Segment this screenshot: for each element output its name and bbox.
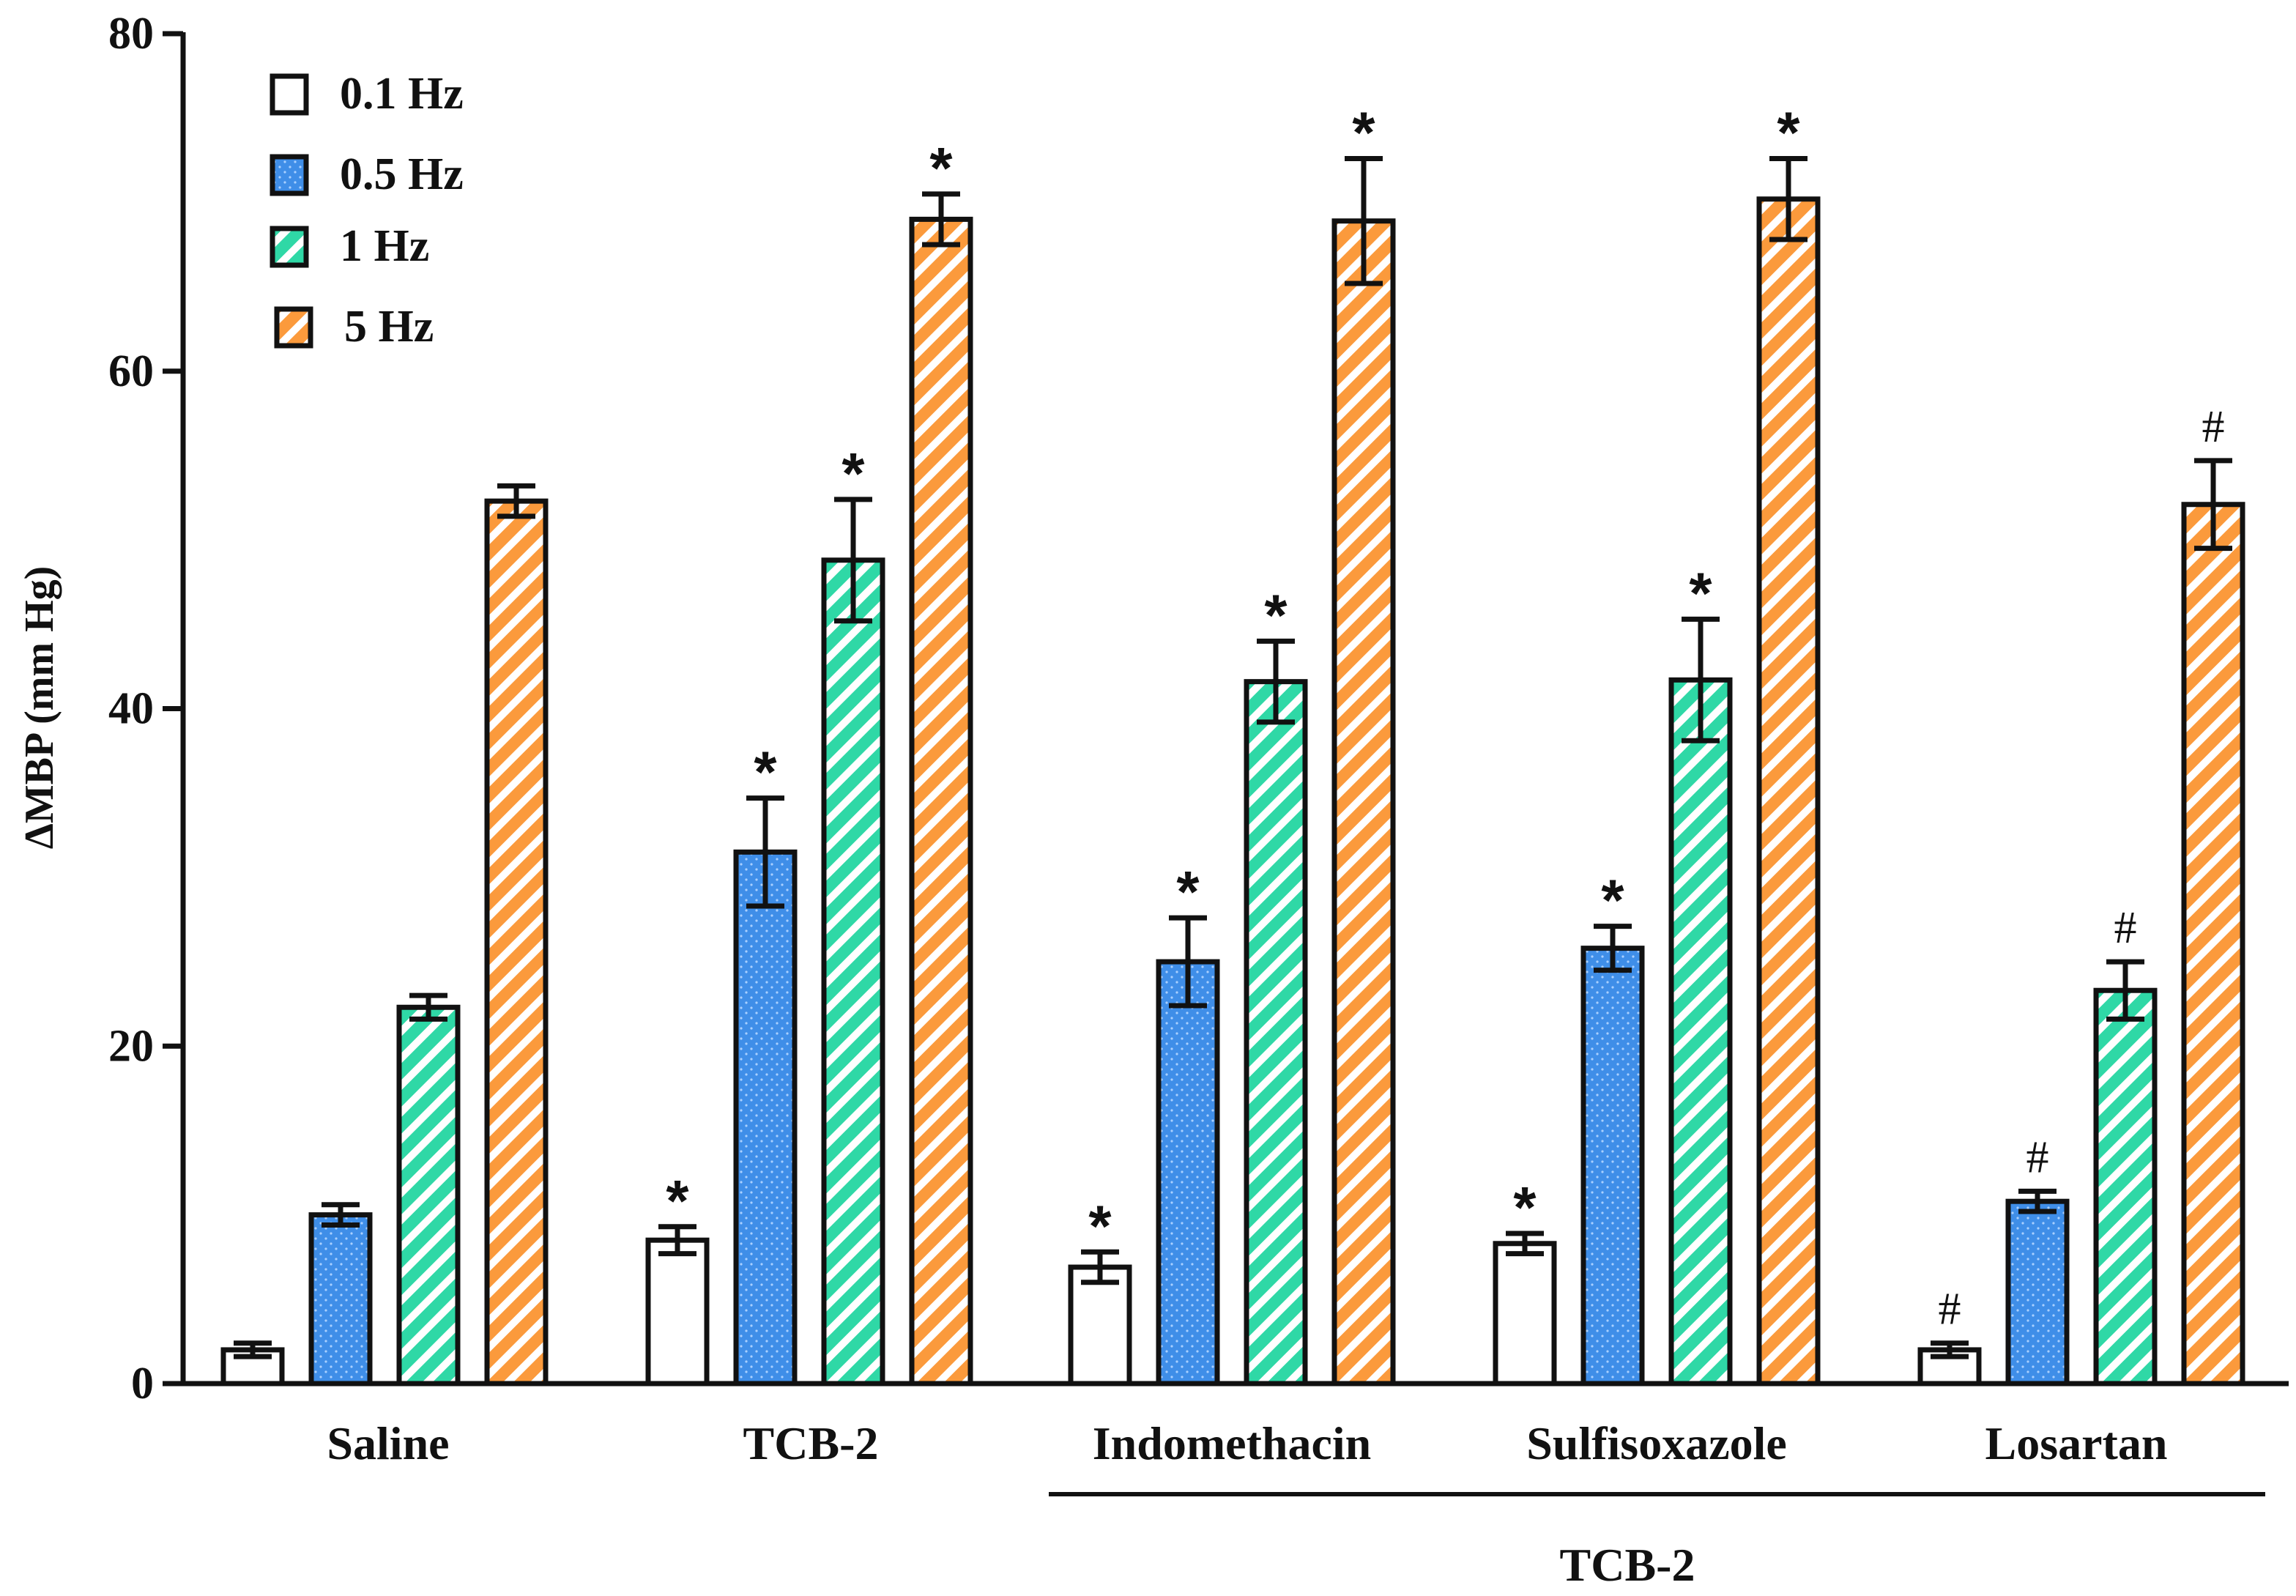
error-bar-sulfisoxazole-s5	[1769, 155, 1808, 242]
significance-mark-sulfisoxazole-s5: *	[1777, 100, 1800, 165]
significance-mark-indomethacin-s01: *	[1088, 1193, 1112, 1258]
bar-losartan-s05	[2005, 1198, 2070, 1387]
bar-indomethacin-s1	[1244, 679, 1308, 1387]
significance-mark-tcb-2-s01: *	[666, 1168, 689, 1233]
error-bar-losartan-s05	[2018, 1188, 2057, 1214]
error-bar-sulfisoxazole-s1	[1682, 616, 1720, 743]
category-label-saline: Saline	[327, 1417, 449, 1469]
error-bar-saline-s1	[409, 992, 447, 1022]
significance-mark-indomethacin-s05: *	[1176, 859, 1200, 924]
legend-item-s1: 1 Hz	[270, 221, 429, 271]
bar-tcb-2-s1	[821, 557, 885, 1387]
bar-sulfisoxazole-s01	[1493, 1241, 1557, 1387]
error-bar-losartan-s1	[2106, 959, 2144, 1022]
category-label-tcb-2: TCB-2	[743, 1417, 879, 1469]
significance-mark-indomethacin-s1: *	[1264, 582, 1288, 647]
legend-swatch-s05	[270, 154, 309, 196]
legend-label-s1: 1 Hz	[340, 221, 429, 271]
legend-item-s5: 5 Hz	[274, 302, 434, 352]
error-bar-tcb-2-s01	[658, 1224, 696, 1257]
error-bar-indomethacin-s5	[1345, 155, 1383, 286]
error-bar-tcb-2-s05	[746, 795, 784, 909]
category-label-indomethacin: Indomethacin	[1093, 1417, 1372, 1469]
significance-mark-losartan-s01: #	[1939, 1285, 1961, 1335]
y-tick-label-20: 20	[108, 1021, 154, 1071]
category-label-sulfisoxazole: Sulfisoxazole	[1526, 1417, 1787, 1469]
bar-saline-s05	[308, 1212, 373, 1387]
bar-indomethacin-s5	[1331, 218, 1396, 1387]
y-tick-label-80: 80	[108, 9, 154, 59]
significance-mark-losartan-s05: #	[2026, 1132, 2049, 1182]
y-tick-label-40: 40	[108, 684, 154, 734]
category-label-losartan: Losartan	[1985, 1417, 2168, 1469]
y-tick-label-60: 60	[108, 346, 154, 396]
error-bar-saline-s05	[322, 1202, 360, 1228]
bar-tcb-2-s05	[733, 849, 798, 1387]
error-bar-saline-s01	[234, 1340, 272, 1359]
significance-mark-sulfisoxazole-s05: *	[1601, 868, 1624, 933]
bar-indomethacin-s05	[1156, 959, 1220, 1387]
category-labels: Saline TCB-2 Indomethacin Sulfisoxazole Losa…	[327, 1417, 2167, 1469]
significance-mark-losartan-s1: #	[2114, 903, 2137, 953]
bar-saline-s1	[396, 1004, 461, 1387]
error-bar-losartan-s5	[2194, 458, 2232, 552]
error-bar-sulfisoxazole-s05	[1594, 924, 1632, 973]
bar-losartan-s5	[2181, 502, 2245, 1387]
error-bar-indomethacin-s1	[1257, 638, 1295, 725]
significance-mark-tcb-2-s5: *	[929, 136, 953, 201]
bar-tcb-2-s01	[645, 1237, 710, 1387]
legend-label-s05: 0.5 Hz	[340, 149, 464, 199]
bar-losartan-s1	[2093, 987, 2158, 1387]
error-bar-indomethacin-s05	[1169, 915, 1207, 1009]
bar-saline-s5	[484, 498, 549, 1387]
legend-item-s05: 0.5 Hz	[270, 149, 464, 199]
error-bar-indomethacin-s01	[1081, 1249, 1119, 1285]
y-ticks: 0 20 40 60 80	[108, 9, 183, 1408]
legend-item-s01: 0.1 Hz	[270, 69, 464, 119]
bar-sulfisoxazole-s5	[1756, 196, 1821, 1387]
significance-mark-tcb-2-s05: *	[754, 740, 777, 805]
group-bracket-label: TCB-2	[1560, 1539, 1695, 1591]
y-axis-label: ΔMBP (mm Hg)	[17, 566, 62, 850]
error-bar-tcb-2-s1	[834, 497, 872, 624]
legend-swatch-s01	[270, 73, 309, 116]
legend-swatch-s1	[270, 226, 309, 268]
error-bar-losartan-s01	[1931, 1340, 1969, 1359]
legend: 0.1 Hz 0.5 Hz 1 Hz 5 Hz	[270, 69, 464, 352]
significance-mark-indomethacin-s5: *	[1352, 100, 1375, 165]
significance-mark-tcb-2-s1: *	[842, 441, 865, 506]
y-tick-label-0: 0	[131, 1359, 154, 1408]
error-bar-tcb-2-s5	[922, 191, 960, 248]
legend-swatch-s5	[274, 306, 313, 349]
significance-mark-sulfisoxazole-s1: *	[1689, 560, 1712, 626]
legend-label-s5: 5 Hz	[344, 302, 434, 352]
bar-sulfisoxazole-s1	[1668, 677, 1733, 1387]
legend-label-s01: 0.1 Hz	[340, 69, 464, 119]
error-bar-saline-s5	[497, 483, 535, 519]
significance-mark-losartan-s5: #	[2202, 402, 2225, 452]
bars-layer: * * * * * * * * * * * * # # # #	[220, 100, 2245, 1387]
significance-mark-sulfisoxazole-s01: *	[1513, 1175, 1537, 1240]
error-bar-sulfisoxazole-s01	[1506, 1231, 1544, 1257]
bar-sulfisoxazole-s05	[1580, 946, 1645, 1387]
bar-tcb-2-s5	[909, 216, 973, 1387]
